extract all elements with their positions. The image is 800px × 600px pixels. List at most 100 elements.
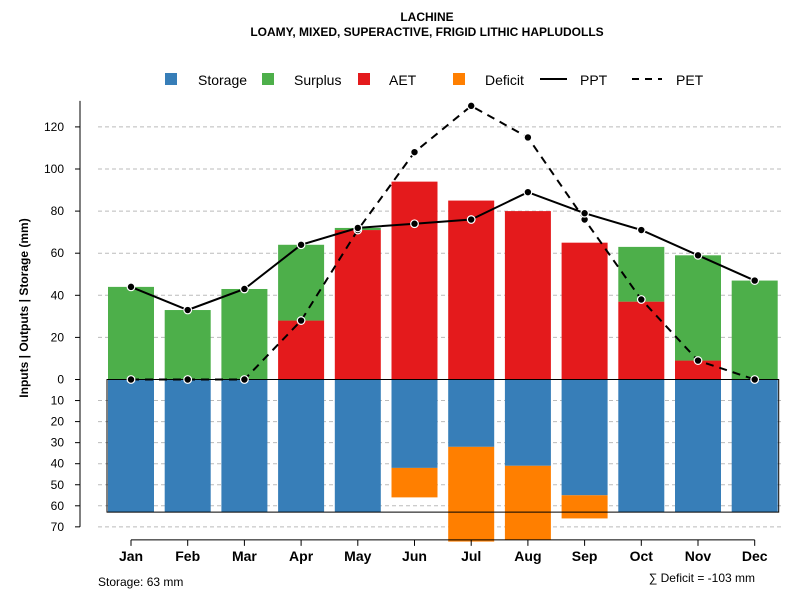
surplus-bar	[618, 246, 665, 302]
y-tick-label: 60	[51, 246, 65, 260]
legend-deficit-swatch	[453, 73, 465, 85]
aet-bar	[334, 230, 381, 380]
month-label-oct: Oct	[630, 548, 654, 564]
pet-line	[131, 104, 756, 381]
aet-bar	[448, 200, 495, 380]
pet-point	[523, 133, 533, 142]
y-tick-label: 70	[51, 520, 65, 534]
ppt-point	[750, 276, 760, 285]
y-tick-label: 40	[51, 288, 65, 302]
y-tick-label: 10	[51, 394, 65, 408]
y-tick-label: 20	[51, 415, 65, 429]
deficit-bar	[504, 465, 551, 540]
surplus-bar	[731, 280, 778, 380]
ppt-point	[466, 215, 476, 224]
month-label-may: May	[344, 548, 371, 564]
month-label-mar: Mar	[232, 548, 257, 564]
month-label-feb: Feb	[175, 548, 200, 564]
y-tick-label: 50	[51, 478, 65, 492]
storage-bar	[448, 379, 495, 447]
series-lines	[126, 101, 760, 384]
pet-point	[410, 147, 419, 157]
pet-point	[183, 375, 193, 384]
surplus-bar	[221, 288, 268, 380]
surplus-bar	[675, 255, 721, 361]
storage-bar	[731, 379, 778, 513]
gridlines	[98, 126, 782, 528]
legend-surplus-swatch	[262, 73, 274, 85]
pet-point	[296, 316, 306, 325]
storage-capacity-box	[106, 379, 780, 513]
chart-subtitle: LOAMY, MIXED, SUPERACTIVE, FRIGID LITHIC…	[250, 25, 603, 39]
storage-note: Storage: 63 mm	[98, 575, 183, 589]
y-tick-label: 120	[44, 120, 64, 134]
ppt-point	[353, 223, 363, 233]
storage-bar	[618, 379, 665, 513]
storage-bar	[108, 379, 154, 513]
month-label-jul: Jul	[461, 548, 481, 564]
ppt-point	[693, 250, 703, 260]
aet-bar	[391, 181, 438, 380]
ppt-point	[523, 187, 533, 197]
month-label-aug: Aug	[514, 548, 541, 564]
y-tick-label: 60	[51, 499, 65, 513]
bars	[108, 181, 778, 542]
pet-point	[693, 356, 703, 365]
storage-bar	[334, 379, 381, 513]
legend-aet-label: AET	[389, 72, 417, 88]
legend-deficit-label: Deficit	[485, 72, 524, 88]
ppt-line	[130, 191, 756, 312]
storage-bar	[675, 379, 721, 513]
aet-bar	[561, 242, 608, 380]
deficit-bar	[448, 446, 495, 542]
month-label-jan: Jan	[119, 548, 143, 564]
storage-bar	[164, 379, 211, 513]
ppt-point	[410, 219, 419, 229]
y-tick-label: 40	[51, 457, 65, 471]
chart-title: LACHINE	[400, 10, 453, 24]
y-tick-label: 20	[51, 330, 65, 344]
storage-frame	[106, 379, 780, 513]
legend-storage-swatch	[165, 73, 177, 85]
month-label-dec: Dec	[742, 548, 768, 564]
legend-storage-label: Storage	[198, 72, 247, 88]
ppt-point	[126, 282, 136, 292]
deficit-bar	[391, 467, 438, 498]
storage-bar	[561, 379, 608, 496]
legend-surplus-label: Surplus	[294, 72, 341, 88]
y-tick-label: 0	[57, 373, 64, 387]
ppt-point	[296, 240, 306, 250]
storage-bar	[221, 379, 268, 513]
legend-aet-swatch	[358, 73, 370, 85]
y-tick-label: 80	[51, 204, 65, 218]
deficit-bar	[561, 495, 608, 519]
month-label-apr: Apr	[289, 548, 314, 564]
pet-point	[126, 375, 136, 384]
surplus-bar	[164, 310, 211, 380]
pet-point	[239, 375, 249, 384]
y-axis-label: Inputs | Outputs | Storage (mm)	[17, 218, 31, 397]
y-tick-label: 30	[51, 436, 65, 450]
aet-bar	[618, 301, 665, 380]
month-label-nov: Nov	[685, 548, 712, 564]
storage-bar	[504, 379, 551, 466]
ppt-point	[636, 225, 646, 235]
axes: 0 20 40 60 80 100 120 10 20 30 40 50 60 70 Jan Feb Mar Ap…	[44, 100, 768, 564]
aet-bar	[278, 320, 325, 380]
aet-bar	[504, 211, 551, 380]
legend-pet-label: PET	[676, 72, 704, 88]
ppt-point	[239, 284, 249, 294]
ppt-point	[580, 208, 589, 218]
surplus-bar	[108, 286, 154, 380]
storage-bar	[278, 379, 325, 513]
deficit-sum-note: ∑ Deficit = -103 mm	[649, 571, 755, 585]
legend-ppt-label: PPT	[580, 72, 608, 88]
pet-point	[636, 295, 646, 304]
pet-point	[750, 375, 760, 384]
month-label-jun: Jun	[402, 548, 427, 564]
y-tick-label: 100	[44, 162, 64, 176]
ppt-point	[183, 305, 193, 315]
legend: Storage Surplus AET Deficit PPT PET	[165, 72, 704, 88]
storage-bar	[391, 379, 438, 468]
